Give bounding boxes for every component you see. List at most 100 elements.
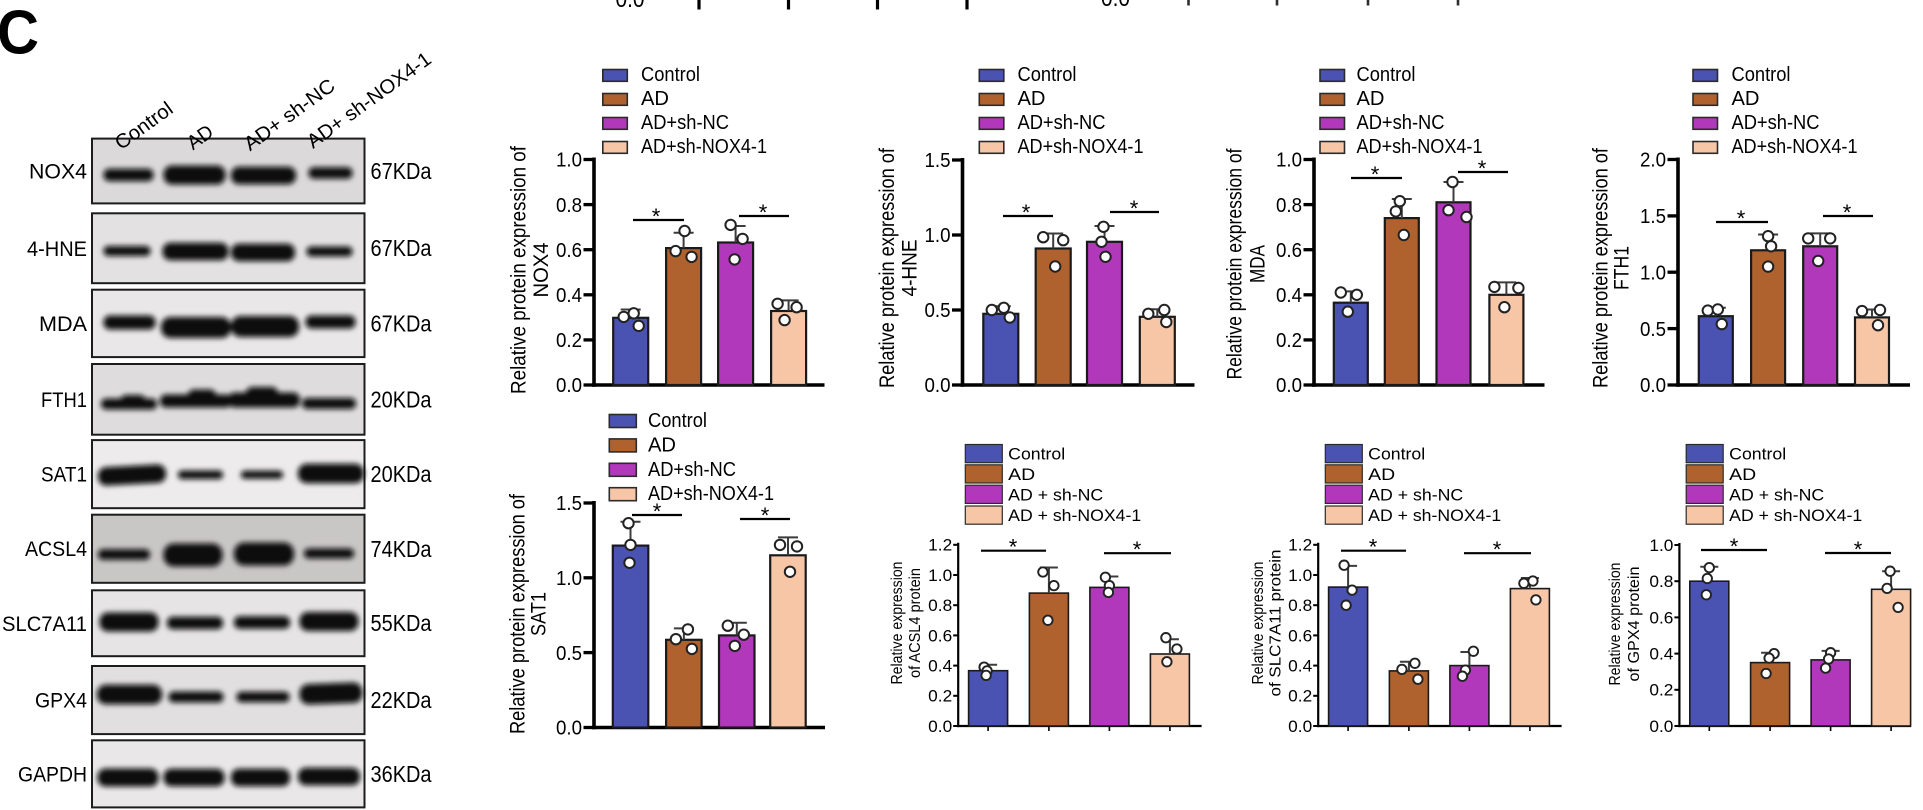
svg-text:*: * bbox=[1478, 156, 1487, 181]
svg-text:AD: AD bbox=[1368, 465, 1395, 484]
svg-text:AD + sh-NC: AD + sh-NC bbox=[1368, 485, 1463, 504]
svg-text:0.6: 0.6 bbox=[1276, 240, 1302, 262]
svg-text:of ACSL4 protein: of ACSL4 protein bbox=[907, 568, 924, 678]
svg-text:SAT1: SAT1 bbox=[528, 592, 551, 636]
svg-text:*: * bbox=[1130, 196, 1139, 221]
svg-text:AD: AD bbox=[1008, 465, 1035, 484]
svg-text:0.8: 0.8 bbox=[928, 597, 952, 615]
svg-text:1.0: 1.0 bbox=[925, 225, 951, 247]
svg-text:0.6: 0.6 bbox=[928, 627, 952, 645]
svg-text:SAT1: SAT1 bbox=[41, 464, 87, 487]
svg-text:0.8: 0.8 bbox=[556, 195, 582, 217]
svg-text:AD+sh-NOX4-1: AD+sh-NOX4-1 bbox=[641, 136, 767, 158]
svg-text:AD + sh-NC: AD + sh-NC bbox=[1729, 485, 1824, 504]
svg-text:1.2: 1.2 bbox=[928, 537, 952, 555]
svg-text:AD: AD bbox=[1732, 88, 1760, 110]
svg-text:0.6: 0.6 bbox=[1649, 609, 1673, 627]
svg-text:1.0: 1.0 bbox=[556, 150, 582, 172]
svg-text:0.2: 0.2 bbox=[1649, 682, 1673, 700]
svg-text:Control: Control bbox=[1729, 445, 1786, 464]
svg-text:67KDa: 67KDa bbox=[371, 158, 432, 184]
svg-text:*: * bbox=[761, 503, 770, 528]
svg-text:SLC7A11: SLC7A11 bbox=[2, 613, 87, 636]
svg-text:74KDa: 74KDa bbox=[371, 536, 432, 562]
svg-text:1.0: 1.0 bbox=[928, 567, 952, 585]
svg-text:55KDa: 55KDa bbox=[371, 610, 432, 636]
svg-text:ACSL4: ACSL4 bbox=[25, 538, 87, 561]
svg-text:AD+sh-NOX4-1: AD+sh-NOX4-1 bbox=[1018, 136, 1144, 158]
svg-text:C: C bbox=[0, 0, 39, 68]
svg-text:0.0: 0.0 bbox=[1101, 0, 1130, 12]
svg-text:0.6: 0.6 bbox=[556, 240, 582, 262]
svg-text:*: * bbox=[1843, 200, 1852, 225]
svg-text:AD+sh-NC: AD+sh-NC bbox=[648, 459, 736, 481]
svg-text:AD: AD bbox=[1018, 88, 1046, 110]
svg-text:0.8: 0.8 bbox=[1649, 573, 1673, 591]
svg-text:*: * bbox=[1369, 535, 1378, 560]
svg-text:0.5: 0.5 bbox=[925, 300, 951, 322]
svg-text:1.0: 1.0 bbox=[1640, 262, 1666, 284]
svg-text:0.4: 0.4 bbox=[1649, 646, 1673, 664]
svg-text:0.0: 0.0 bbox=[928, 718, 952, 736]
svg-text:Control: Control bbox=[1368, 445, 1425, 464]
svg-text:0.0: 0.0 bbox=[925, 375, 951, 397]
svg-text:AD: AD bbox=[1729, 465, 1756, 484]
svg-text:*: * bbox=[1730, 534, 1739, 559]
svg-text:NOX4: NOX4 bbox=[29, 161, 87, 184]
svg-text:1.2: 1.2 bbox=[1288, 537, 1312, 555]
svg-text:of SLC7A11 protein: of SLC7A11 protein bbox=[1268, 550, 1285, 697]
svg-text:0.2: 0.2 bbox=[1288, 688, 1312, 706]
svg-text:Relative protein expression of: Relative protein expression of bbox=[506, 494, 529, 734]
svg-text:Control: Control bbox=[1357, 64, 1416, 86]
svg-text:67KDa: 67KDa bbox=[371, 235, 432, 261]
svg-text:0.6: 0.6 bbox=[1288, 627, 1312, 645]
svg-text:NOX4: NOX4 bbox=[530, 242, 553, 297]
svg-text:AD+sh-NC: AD+sh-NC bbox=[1018, 112, 1106, 134]
svg-text:*: * bbox=[1371, 162, 1380, 187]
svg-text:4-HNE: 4-HNE bbox=[27, 238, 87, 261]
svg-text:1.5: 1.5 bbox=[556, 493, 582, 515]
svg-text:1.0: 1.0 bbox=[556, 568, 582, 590]
svg-text:*: * bbox=[1854, 537, 1863, 562]
svg-text:0.4: 0.4 bbox=[556, 285, 582, 307]
svg-text:0.2: 0.2 bbox=[1276, 330, 1302, 352]
svg-text:22KDa: 22KDa bbox=[371, 687, 432, 713]
svg-text:0.5: 0.5 bbox=[1640, 319, 1666, 341]
svg-text:Control: Control bbox=[1732, 64, 1791, 86]
svg-text:AD+sh-NC: AD+sh-NC bbox=[1357, 112, 1445, 134]
svg-text:AD + sh-NOX4-1: AD + sh-NOX4-1 bbox=[1368, 506, 1501, 525]
svg-text:0.0: 0.0 bbox=[1640, 375, 1666, 397]
svg-text:AD+sh-NC: AD+sh-NC bbox=[1732, 112, 1820, 134]
svg-text:Control: Control bbox=[648, 410, 707, 432]
svg-text:*: * bbox=[1009, 535, 1018, 560]
svg-text:0.8: 0.8 bbox=[1288, 597, 1312, 615]
svg-text:*: * bbox=[653, 499, 662, 524]
svg-text:AD + sh-NOX4-1: AD + sh-NOX4-1 bbox=[1008, 506, 1141, 525]
svg-text:1.0: 1.0 bbox=[1649, 537, 1673, 555]
svg-text:20KDa: 20KDa bbox=[371, 386, 432, 412]
svg-text:AD: AD bbox=[648, 434, 676, 456]
svg-text:0.4: 0.4 bbox=[1276, 285, 1302, 307]
svg-text:Control: Control bbox=[1018, 64, 1077, 86]
svg-text:1.0: 1.0 bbox=[1276, 150, 1302, 172]
svg-text:1.5: 1.5 bbox=[925, 150, 951, 172]
svg-text:20KDa: 20KDa bbox=[371, 461, 432, 487]
svg-text:AD+sh-NOX4-1: AD+sh-NOX4-1 bbox=[1357, 136, 1483, 158]
svg-text:Relative protein expression of: Relative protein expression of bbox=[1224, 148, 1247, 379]
svg-text:Control: Control bbox=[1008, 445, 1065, 464]
svg-text:AD: AD bbox=[1357, 88, 1385, 110]
svg-text:0.8: 0.8 bbox=[1276, 195, 1302, 217]
svg-text:Relative expression: Relative expression bbox=[1250, 562, 1267, 685]
svg-text:*: * bbox=[1737, 206, 1746, 231]
svg-text:AD: AD bbox=[641, 88, 669, 110]
svg-text:36KDa: 36KDa bbox=[371, 761, 432, 787]
svg-text:AD + sh-NOX4-1: AD + sh-NOX4-1 bbox=[1729, 506, 1862, 525]
svg-text:*: * bbox=[1493, 537, 1502, 562]
svg-text:*: * bbox=[759, 200, 768, 225]
svg-text:AD + sh-NC: AD + sh-NC bbox=[1008, 485, 1103, 504]
svg-text:0.0: 0.0 bbox=[1288, 718, 1312, 736]
svg-text:GPX4: GPX4 bbox=[35, 690, 87, 713]
svg-text:Relative protein expression of: Relative protein expression of bbox=[1589, 148, 1612, 388]
svg-text:FTH1: FTH1 bbox=[1611, 246, 1634, 290]
svg-text:0.0: 0.0 bbox=[616, 0, 645, 13]
